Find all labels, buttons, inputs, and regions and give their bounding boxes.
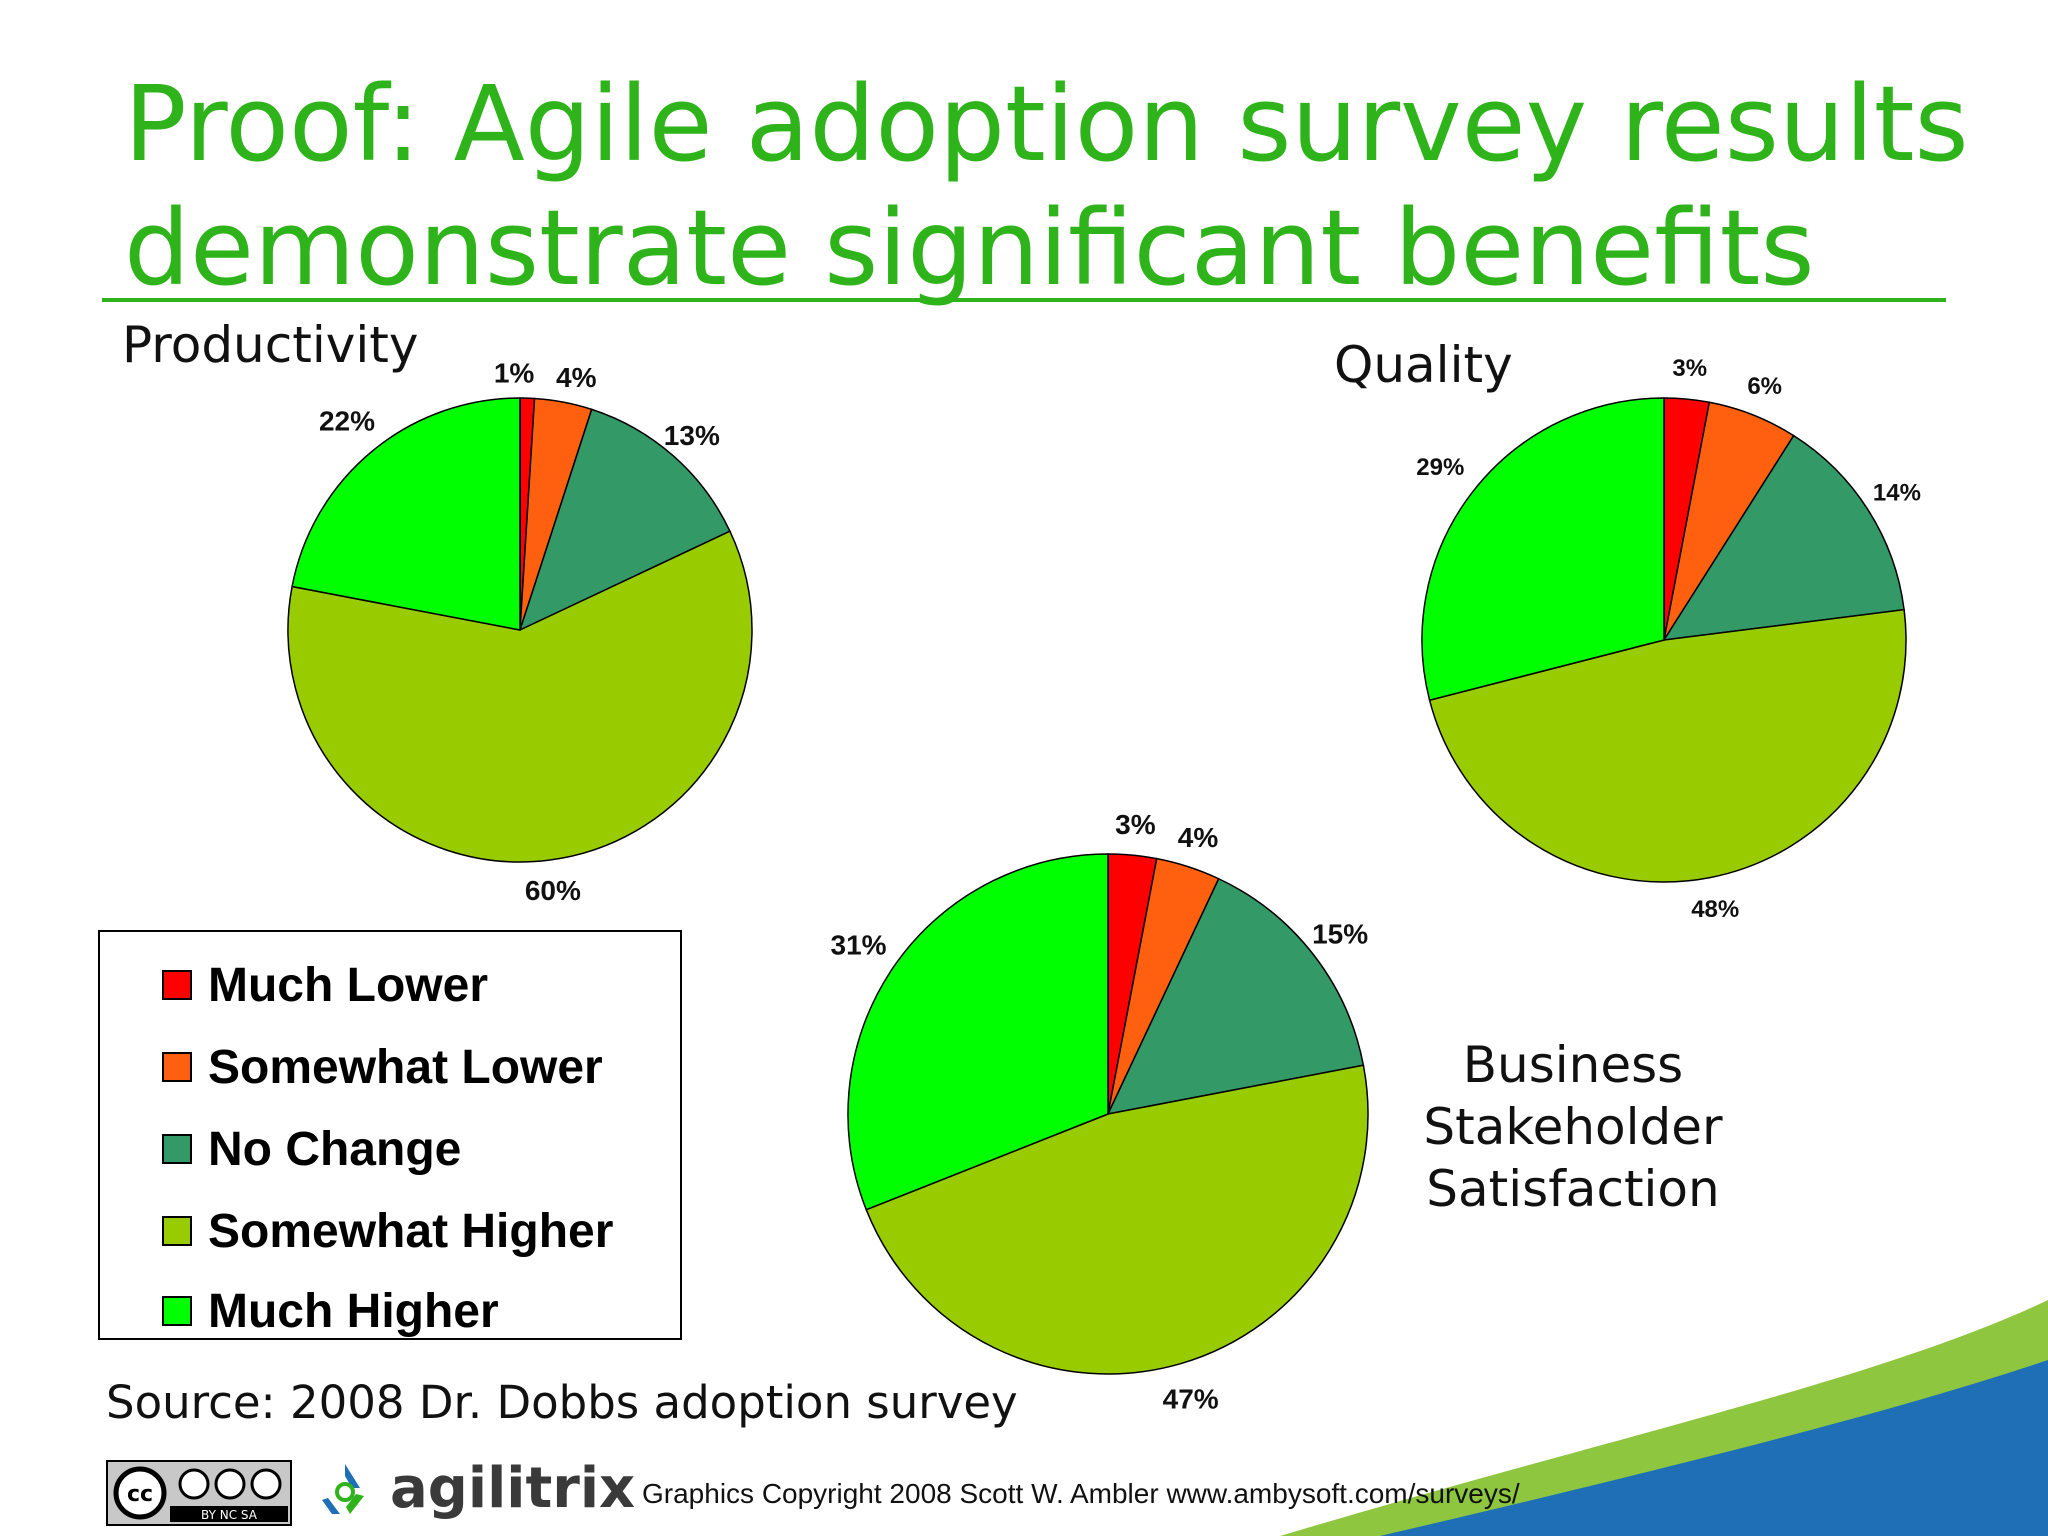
title-divider: [102, 298, 1946, 302]
productivity-chart-title: Productivity: [122, 316, 419, 374]
productivity-label-no-change: 13%: [664, 420, 720, 451]
quality-label-somewhat-lower: 6%: [1747, 373, 1782, 400]
quality-label-much-higher: 29%: [1416, 454, 1464, 481]
source-note: Source: 2008 Dr. Dobbs adoption survey: [106, 1376, 1018, 1429]
slide-title: Proof: Agile adoption survey results dem…: [124, 62, 2004, 310]
svg-text:cc: cc: [127, 1482, 153, 1507]
legend-item-somewhat-lower: Somewhat Lower: [162, 1040, 603, 1094]
business-satisfaction-label-somewhat-higher: 47%: [1163, 1383, 1219, 1414]
quality-chart-title: Quality: [1334, 336, 1513, 394]
productivity-label-somewhat-higher: 60%: [525, 875, 581, 906]
copyright-note: Graphics Copyright 2008 Scott W. Ambler …: [642, 1478, 1520, 1509]
productivity-label-much-higher: 22%: [319, 406, 375, 437]
business-title-line-1: Business: [1462, 1036, 1684, 1094]
business-satisfaction-label-somewhat-lower: 4%: [1178, 822, 1219, 853]
business-satisfaction-label-much-lower: 3%: [1115, 809, 1156, 840]
business-satisfaction-chart-title: Business Stakeholder Satisfaction: [1398, 1034, 1748, 1220]
productivity-slice-somewhat-higher: [287, 530, 753, 863]
legend-item-much-higher: Much Higher: [162, 1284, 499, 1338]
slide-title-line-1: Proof: Agile adoption survey results: [124, 63, 1969, 185]
business-satisfaction-label-no-change: 15%: [1312, 919, 1368, 950]
business-satisfaction-slice-much-higher: [847, 853, 1109, 1211]
legend-label-somewhat-higher: Somewhat Higher: [208, 1204, 614, 1258]
legend-label-no-change: No Change: [208, 1122, 462, 1176]
agilitrix-logo: agilitrix: [314, 1456, 635, 1521]
quality-pie: 3% 6% 14% 48% 29%: [1416, 355, 1921, 923]
quality-slice-much-higher: [1421, 397, 1665, 702]
productivity-label-much-lower: 1%: [494, 357, 535, 388]
legend-item-somewhat-higher: Somewhat Higher: [162, 1204, 614, 1258]
legend-swatch-no-change: [162, 1134, 192, 1164]
legend-swatch-somewhat-higher: [162, 1216, 192, 1246]
productivity-slice-no-change: [518, 408, 731, 632]
productivity-label-somewhat-lower: 4%: [556, 362, 597, 393]
business-title-line-3: Satisfaction: [1426, 1160, 1720, 1218]
business-satisfaction-pie: 3% 4% 15% 47% 31%: [831, 809, 1369, 1414]
chart-legend: Much Lower Somewhat Lower No Change Some…: [98, 930, 682, 1340]
legend-item-much-lower: Much Lower: [162, 958, 489, 1012]
quality-label-much-lower: 3%: [1672, 355, 1707, 382]
legend-label-much-higher: Much Higher: [208, 1284, 499, 1338]
legend-item-no-change: No Change: [162, 1122, 462, 1176]
business-satisfaction-slice-somewhat-higher: [865, 1064, 1369, 1375]
legend-label-somewhat-lower: Somewhat Lower: [208, 1040, 603, 1094]
quality-label-no-change: 14%: [1873, 480, 1921, 507]
quality-slice-no-change: [1662, 434, 1905, 641]
legend-swatch-somewhat-lower: [162, 1052, 192, 1082]
cc-badge-text: BY NC SA: [201, 1508, 258, 1522]
agilitrix-logo-icon: [322, 1463, 364, 1514]
slide-title-line-2: demonstrate significant benefits: [124, 187, 1815, 309]
productivity-pie: 1% 4% 13% 60% 22%: [287, 357, 753, 906]
cc-badge-graphic: cc BY NC SA: [108, 1462, 290, 1524]
business-satisfaction-slice-no-change: [1106, 877, 1365, 1116]
legend-swatch-much-higher: [162, 1296, 192, 1326]
quality-label-somewhat-higher: 48%: [1691, 896, 1739, 923]
business-title-line-2: Stakeholder: [1423, 1098, 1723, 1156]
legend-swatch-much-lower: [162, 970, 192, 1000]
business-satisfaction-label-much-higher: 31%: [831, 929, 887, 960]
agilitrix-logo-text: agilitrix: [390, 1456, 636, 1521]
productivity-slice-much-higher: [291, 397, 521, 631]
creative-commons-badge: cc BY NC SA: [106, 1460, 292, 1526]
legend-label-much-lower: Much Lower: [208, 958, 489, 1012]
quality-slice-somewhat-higher: [1428, 608, 1907, 883]
